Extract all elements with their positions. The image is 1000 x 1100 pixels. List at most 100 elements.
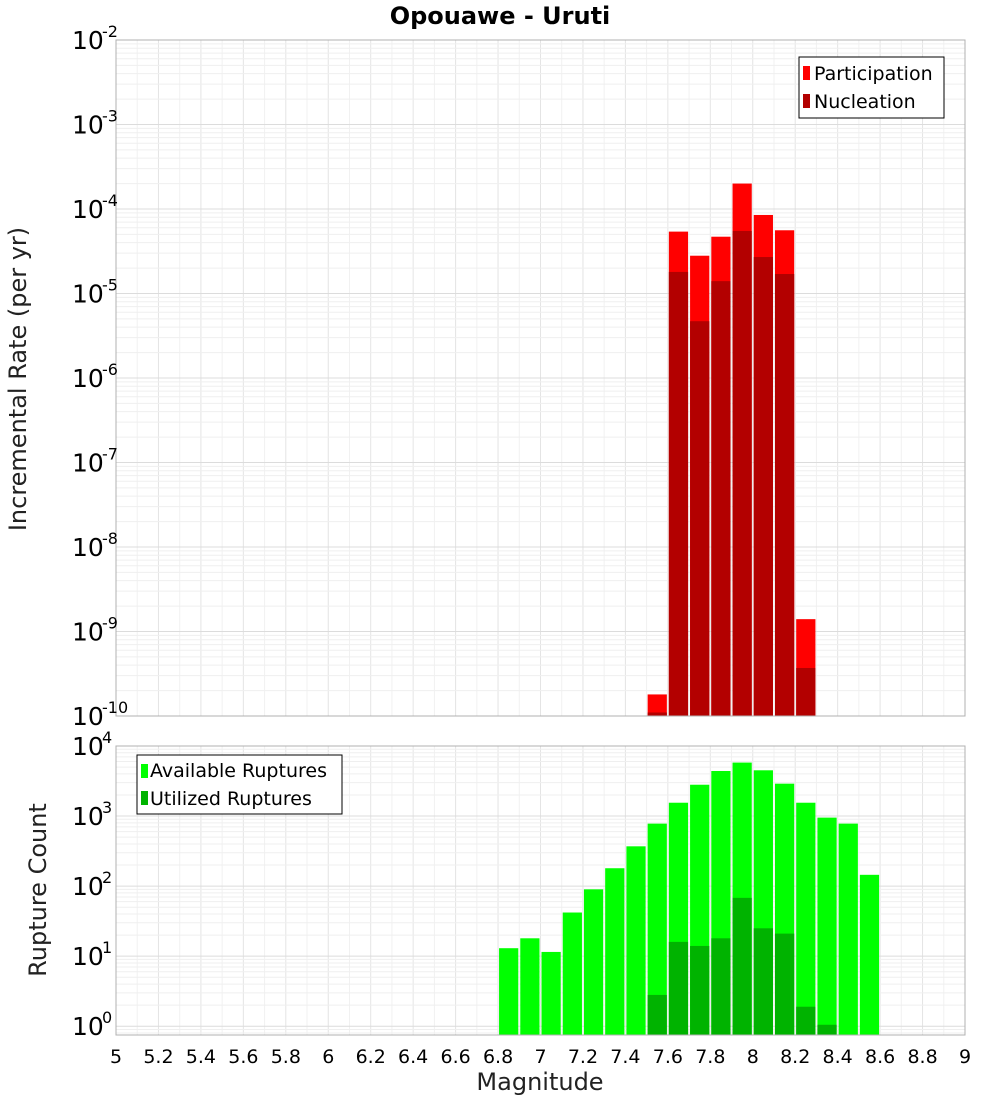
x-tick-label: 5 — [110, 1046, 122, 1068]
x-tick-label: 6 — [322, 1046, 334, 1068]
legend-swatch-participation — [803, 66, 810, 80]
y-tick-label: 10 — [72, 449, 104, 478]
y-tick-label: 10 — [72, 111, 104, 140]
x-tick-label: 9 — [959, 1046, 971, 1068]
y-tick-exponent: -4 — [102, 191, 118, 210]
x-tick-label: 7.8 — [695, 1046, 725, 1068]
bar-available-ruptures — [499, 948, 519, 1035]
x-tick-label: 8.2 — [780, 1046, 810, 1068]
legend-label-participation: Participation — [814, 63, 933, 85]
y-tick-label: 10 — [72, 732, 104, 761]
x-tick-label: 7.6 — [653, 1046, 683, 1068]
y-tick-label: 10 — [72, 533, 104, 562]
bar-utilized-ruptures — [690, 945, 710, 1035]
bar-nucleation — [796, 667, 816, 716]
y-tick-label: 10 — [72, 618, 104, 647]
top-plot-border — [115, 39, 966, 717]
y-tick-label: 10 — [72, 942, 104, 971]
x-tick-label: 6.4 — [398, 1046, 428, 1068]
top-gridlines — [115, 39, 966, 717]
bar-nucleation — [690, 321, 710, 716]
y-tick-label: 10 — [72, 872, 104, 901]
top-legend: Participation Nucleation — [798, 56, 945, 119]
y-tick-label: 10 — [72, 195, 104, 224]
y-tick-exponent: 1 — [102, 938, 112, 957]
bar-available-ruptures — [647, 823, 667, 1035]
bar-nucleation — [668, 271, 689, 716]
bottom-bars — [499, 762, 880, 1035]
x-tick-label: 8.4 — [823, 1046, 853, 1068]
x-tick-label: 5.4 — [186, 1046, 216, 1068]
y-tick-exponent: -2 — [102, 22, 118, 41]
x-tick-label: 7.2 — [568, 1046, 598, 1068]
bar-available-ruptures — [626, 846, 646, 1035]
bar-available-ruptures — [605, 868, 625, 1035]
y-tick-exponent: 2 — [102, 868, 112, 887]
y-tick-label: 10 — [72, 280, 104, 309]
y-tick-exponent: -7 — [102, 445, 118, 464]
y-tick-label: 10 — [72, 802, 104, 831]
bar-available-ruptures — [541, 951, 561, 1035]
bar-nucleation — [732, 230, 752, 717]
bar-utilized-ruptures — [732, 897, 752, 1035]
legend-label-utilized-ruptures: Utilized Ruptures — [150, 788, 312, 810]
y-tick-exponent: 0 — [102, 1008, 112, 1027]
x-tick-label: 5.6 — [228, 1046, 258, 1068]
bar-available-ruptures — [562, 912, 582, 1035]
bar-nucleation — [711, 281, 731, 716]
bottom-plot-border — [115, 745, 966, 1036]
top-y-axis-label: Incremental Rate (per yr) — [4, 227, 32, 531]
bottom-legend-box — [136, 754, 343, 815]
x-ticks: 5 5.2 5.4 5.6 5.8 6 6.2 6.4 6.6 6.8 7 7.2 7.4 7.6 7.8 8… — [110, 1046, 971, 1068]
bar-utilized-ruptures — [753, 928, 773, 1035]
bar-available-ruptures — [583, 889, 604, 1035]
bar-available-ruptures — [838, 823, 858, 1035]
x-tick-label: 7.4 — [610, 1046, 640, 1068]
x-axis-label: Magnitude — [476, 1068, 603, 1096]
y-tick-exponent: -6 — [102, 360, 118, 379]
bar-available-ruptures — [817, 817, 837, 1035]
bar-nucleation — [753, 257, 773, 716]
x-tick-label: 7 — [534, 1046, 546, 1068]
y-tick-exponent: -3 — [102, 107, 118, 126]
bar-nucleation — [647, 712, 667, 716]
bar-utilized-ruptures — [817, 1024, 837, 1035]
bar-nucleation — [774, 274, 795, 716]
y-tick-exponent: 4 — [102, 728, 112, 747]
bar-utilized-ruptures — [711, 938, 731, 1035]
bar-available-ruptures — [796, 802, 816, 1035]
y-tick-label: 10 — [72, 364, 104, 393]
top-bars — [647, 183, 816, 717]
x-tick-label: 6.6 — [440, 1046, 470, 1068]
x-tick-label: 5.8 — [271, 1046, 301, 1068]
y-tick-label: 10 — [72, 702, 104, 731]
legend-label-nucleation: Nucleation — [814, 91, 916, 113]
y-tick-exponent: 3 — [102, 798, 112, 817]
y-tick-exponent: -5 — [102, 276, 118, 295]
x-tick-label: 6.8 — [483, 1046, 513, 1068]
bar-utilized-ruptures — [647, 994, 667, 1035]
x-tick-label: 8.6 — [865, 1046, 895, 1068]
legend-swatch-utilized-ruptures — [141, 791, 148, 805]
legend-swatch-nucleation — [803, 94, 810, 108]
top-legend-box — [798, 56, 945, 119]
x-tick-label: 5.2 — [143, 1046, 173, 1068]
x-tick-label: 8.8 — [907, 1046, 937, 1068]
bottom-y-axis-label: Rupture Count — [24, 803, 52, 977]
legend-swatch-available-ruptures — [141, 764, 148, 778]
bar-utilized-ruptures — [796, 1006, 816, 1035]
bar-utilized-ruptures — [774, 933, 795, 1035]
y-tick-exponent: -10 — [102, 698, 128, 717]
y-tick-label: 10 — [72, 26, 104, 55]
bottom-legend: Available Ruptures Utilized Ruptures — [136, 754, 343, 815]
bar-available-ruptures — [859, 874, 880, 1035]
y-tick-label: 10 — [72, 1012, 104, 1041]
y-tick-exponent: -8 — [102, 529, 118, 548]
bar-utilized-ruptures — [668, 941, 689, 1035]
x-tick-label: 6.2 — [356, 1046, 386, 1068]
bar-available-ruptures — [520, 938, 540, 1035]
